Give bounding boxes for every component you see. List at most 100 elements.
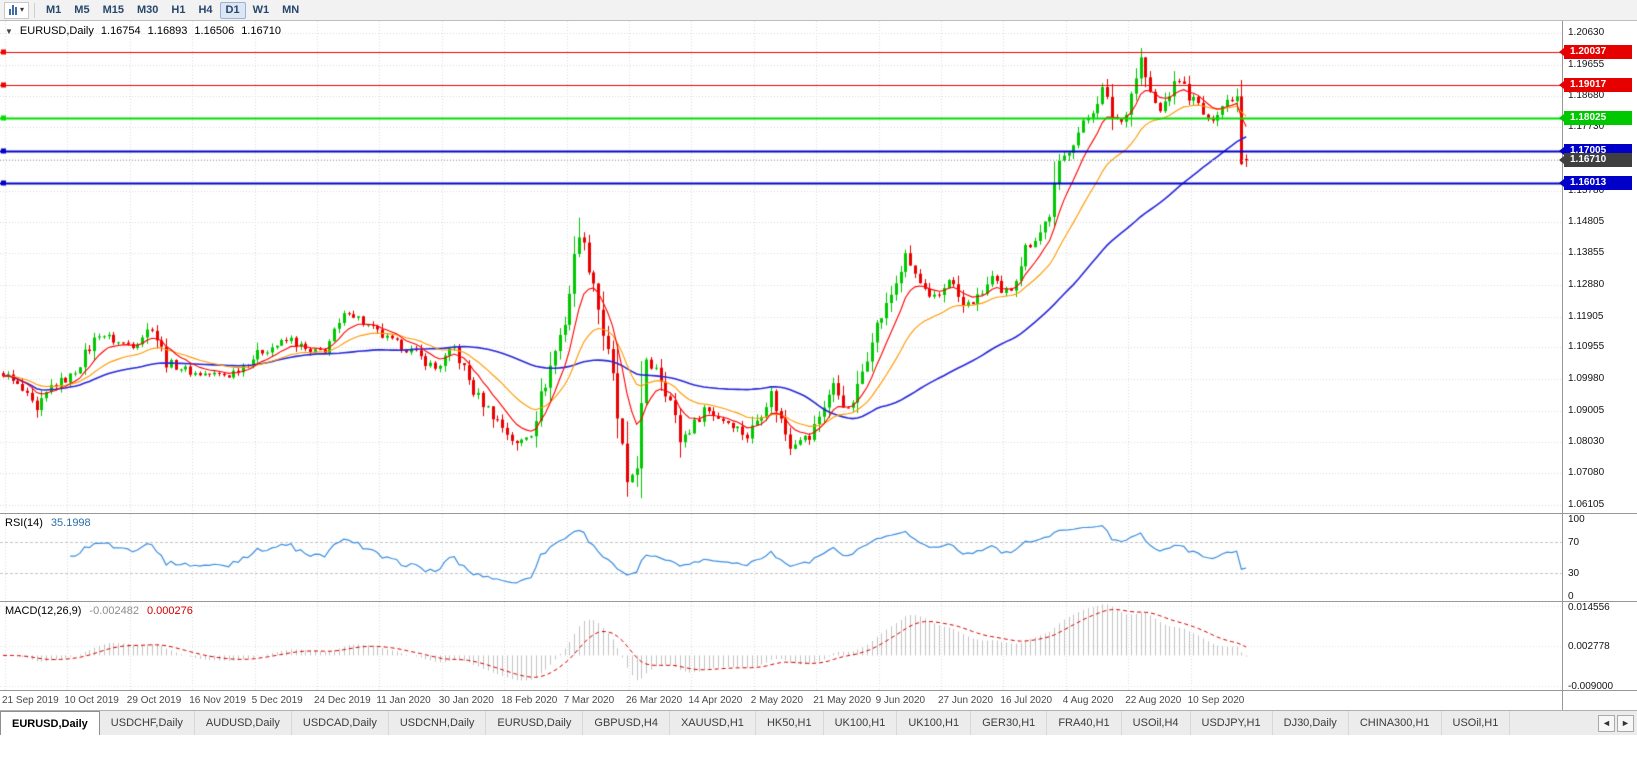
timeframe-buttons: M1 M5 M15 M30 H1 H4 D1 W1 MN [40,1,305,19]
tag-arrow-icon [1559,81,1564,90]
symbol-timeframe-label: EURUSD,Daily [19,25,94,37]
current-price-tag: 1.16710 [1559,153,1632,168]
tag-arrow-icon [1559,156,1564,165]
date-axis-label: 5 Dec 2019 [251,695,303,706]
chart-header: ▼ EURUSD,Daily 1.16754 1.16893 1.16506 1… [5,25,281,37]
price-axis-label: 1.17730 [1568,121,1605,133]
tab-scroll-right-icon[interactable]: ► [1617,714,1634,732]
toolbar-separator [34,2,36,18]
date-axis-label: 10 Sep 2020 [1187,695,1245,706]
rsi-axis: 100 70 30 0 [1562,514,1637,602]
date-axis-label: 18 Feb 2020 [501,695,558,706]
macd-axis-label: -0.009000 [1568,681,1614,692]
chart-tab-usdcad-daily[interactable]: USDCAD,Daily [292,711,389,735]
price-axis-label: 1.08030 [1568,436,1605,448]
chart-tab-uk100-h1[interactable]: UK100,H1 [897,711,972,735]
chart-tab-eurusd-daily[interactable]: EURUSD,Daily [486,711,584,735]
chart-tab-usoil-h1[interactable]: USOil,H1 [1442,711,1511,735]
chart-tab-dj30-daily[interactable]: DJ30,Daily [1273,711,1349,735]
main-chart-panel: ▼ EURUSD,Daily 1.16754 1.16893 1.16506 1… [0,21,1637,513]
level-price-tag: 1.16013 [1559,176,1632,191]
macd-panel: MACD(12,26,9) -0.002482 0.000276 0.01455… [0,601,1637,692]
date-axis-label: 4 Aug 2020 [1062,695,1114,706]
ohlc-high: 1.16893 [147,25,188,37]
date-axis-label: 7 Mar 2020 [563,695,615,706]
date-axis-label: 24 Dec 2019 [314,695,371,706]
price-axis-label: 1.09980 [1568,373,1605,385]
date-axis[interactable]: 21 Sep 2019 10 Oct 2019 29 Oct 2019 16 Nov … [0,690,1637,710]
rsi-axis-label: 70 [1568,537,1580,549]
timeframe-button-mn[interactable]: MN [282,3,300,16]
timeframe-button-m15[interactable]: M15 [102,3,124,16]
tag-arrow-icon [1559,48,1564,57]
candlestick-chart-icon [9,5,17,15]
price-axis-label: 1.10955 [1568,341,1605,353]
rsi-canvas[interactable] [0,514,1562,601]
timeframe-button-m1[interactable]: M1 [46,3,62,16]
price-axis-label: 1.14805 [1568,216,1605,228]
chart-tab-xauusd-h1[interactable]: XAUUSD,H1 [670,711,756,735]
timeframe-button-m30[interactable]: M30 [136,3,159,16]
rsi-axis-label: 30 [1568,567,1580,579]
tag-arrow-icon [1559,179,1564,188]
tag-arrow-icon [1559,113,1564,122]
chart-tab-usdchf-daily[interactable]: USDCHF,Daily [100,711,195,735]
level-price-tag: 1.20037 [1559,45,1632,60]
date-axis-label: 26 Mar 2020 [626,695,683,706]
timeframe-button-d1[interactable]: D1 [219,1,246,19]
macd-signal-value: 0.000276 [146,605,193,617]
chart-tab-usoil-h4[interactable]: USOil,H4 [1122,711,1191,735]
timeframe-button-h1[interactable]: H1 [171,3,186,16]
chart-type-selector[interactable]: ▾ [4,1,30,19]
chart-tab-usdjpy-h1[interactable]: USDJPY,H1 [1191,711,1273,735]
price-axis-label: 1.09005 [1568,404,1605,416]
date-axis-label: 29 Oct 2019 [126,695,182,706]
date-axis-label: 30 Jan 2020 [438,695,494,706]
macd-canvas[interactable] [0,602,1562,690]
chart-tab-audusd-daily[interactable]: AUDUSD,Daily [195,711,292,735]
level-price-tag: 1.18025 [1559,110,1632,125]
price-axis-label: 1.12880 [1568,278,1605,290]
ohlc-low: 1.16506 [194,25,235,37]
price-axis-label: 1.11905 [1568,310,1604,322]
date-axis-label: 21 May 2020 [813,695,872,706]
chart-tab-hk50-h1[interactable]: HK50,H1 [756,711,824,735]
price-axis-label: 1.07080 [1568,467,1605,479]
price-axis[interactable]: 1.206301.196551.186801.177301.167551.157… [1559,21,1637,513]
price-axis-label: 1.13855 [1568,247,1605,259]
one-click-trading-icon[interactable]: ▼ [5,26,13,36]
timeframe-button-m5[interactable]: M5 [74,3,90,16]
chart-tab-gbpusd-h4[interactable]: GBPUSD,H4 [583,711,670,735]
price-axis-label: 1.06105 [1568,499,1605,510]
rsi-label: RSI(14) 35.1998 [5,517,91,529]
price-axis-label: 1.15780 [1568,184,1605,196]
ohlc-close: 1.16710 [241,25,281,37]
macd-label: MACD(12,26,9) -0.002482 0.000276 [5,605,193,617]
date-axis-label: 2 May 2020 [750,695,804,706]
level-price-tag: 1.19017 [1559,78,1632,93]
price-axis-label: 1.19655 [1568,58,1605,70]
chart-tab-fra40-h1[interactable]: FRA40,H1 [1047,711,1122,735]
rsi-axis-label: 0 [1568,591,1574,602]
tab-scroll-left-icon[interactable]: ◄ [1598,714,1615,732]
candlestick-chart-canvas[interactable] [0,21,1562,513]
date-axis-label: 10 Oct 2019 [64,695,119,706]
date-axis-label: 9 Jun 2020 [875,695,926,706]
timeframe-button-w1[interactable]: W1 [252,3,270,16]
rsi-name: RSI(14) [5,517,43,529]
macd-axis-label: 0.014556 [1568,602,1610,613]
chart-tab-usdcnh-daily[interactable]: USDCNH,Daily [389,711,487,735]
axis-corner [1562,691,1637,710]
timeframe-button-h4[interactable]: H4 [198,3,213,16]
chart-tab-uk100-h1[interactable]: UK100,H1 [824,711,898,735]
macd-axis: 0.014556 0.002778 -0.009000 [1562,602,1637,692]
chart-tab-eurusd-daily[interactable]: EURUSD,Daily [0,711,100,735]
tab-scroll-arrows: ◄ ► [1595,711,1637,735]
macd-axis-label: 0.002778 [1568,641,1610,652]
date-axis-label: 22 Aug 2020 [1125,695,1182,706]
tag-arrow-icon [1559,146,1564,155]
price-axis-label: 1.18680 [1568,90,1605,102]
chart-tab-ger30-h1[interactable]: GER30,H1 [971,711,1048,735]
chart-tab-china300-h1[interactable]: CHINA300,H1 [1349,711,1442,735]
macd-main-value: -0.002482 [89,605,139,617]
